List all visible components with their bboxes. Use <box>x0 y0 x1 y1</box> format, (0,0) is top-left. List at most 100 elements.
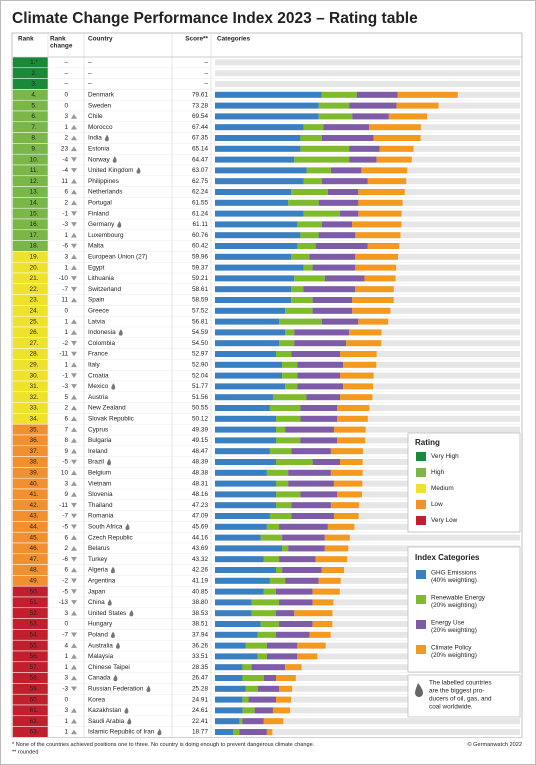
bar-segment <box>215 664 243 671</box>
bar-segment <box>276 480 289 487</box>
rank-change: -3 <box>62 685 68 692</box>
country: – <box>88 59 92 66</box>
bar-track <box>215 81 520 87</box>
rank-change: 2 <box>64 135 68 142</box>
change-arrow <box>71 459 77 465</box>
bar-segment <box>300 437 337 444</box>
rank-change: 1 <box>64 361 68 368</box>
bar-track <box>215 653 520 660</box>
country: Estonia <box>88 145 110 152</box>
bar-segment <box>285 664 302 671</box>
change-arrow <box>71 448 77 454</box>
rank-change: 1 <box>64 653 68 660</box>
bar-segment <box>279 340 295 347</box>
bar-track <box>215 502 520 509</box>
rank: 34. <box>30 415 39 422</box>
bar-segment <box>318 113 353 120</box>
rank: 24. <box>30 307 39 314</box>
country: Bulgaria <box>88 437 112 444</box>
bar-segment <box>288 480 334 487</box>
bar-segment <box>303 210 341 217</box>
bar-segment <box>356 91 398 98</box>
legend-label: (20% weighting) <box>431 627 477 634</box>
legend-swatch <box>416 468 426 477</box>
score: 26.47 <box>192 675 208 682</box>
rank-change: -13 <box>59 599 69 606</box>
change-arrow <box>71 200 77 206</box>
bar-segment <box>388 113 427 120</box>
score: 61.11 <box>192 221 208 228</box>
bar-segment <box>300 491 337 498</box>
rank: 49. <box>30 577 39 584</box>
rank-change: 3 <box>64 113 68 120</box>
bar-segment <box>337 405 370 411</box>
bar-segment <box>318 199 359 206</box>
change-arrow <box>71 329 77 335</box>
rating-legend-box <box>407 432 521 533</box>
change-arrow <box>71 113 77 119</box>
bar-segment <box>242 675 264 681</box>
rank: 61. <box>30 707 39 714</box>
change-arrow <box>71 394 77 400</box>
bar-segment <box>291 513 334 519</box>
rank-change: 6 <box>64 567 68 574</box>
rank-change: -4 <box>62 167 68 174</box>
bar-segment <box>233 729 240 735</box>
score: 38.80 <box>192 599 208 606</box>
bar-segment <box>215 307 286 314</box>
bar-segment <box>215 718 240 725</box>
rank-cell <box>12 67 49 79</box>
bar-segment <box>215 253 292 260</box>
score: 50.55 <box>192 405 208 412</box>
legend-swatch <box>416 516 426 525</box>
country: Cyprus <box>88 426 108 433</box>
country: United Kingdom <box>88 167 133 174</box>
country: Finland <box>88 210 109 217</box>
bar-segment <box>215 599 252 606</box>
legend-title: Index Categories <box>415 553 480 562</box>
bar-segment <box>324 545 349 552</box>
bar-track <box>215 513 520 519</box>
bar-segment <box>276 437 301 444</box>
bar-segment <box>358 189 405 195</box>
bar-segment <box>266 653 298 660</box>
bar-segment <box>215 610 252 617</box>
score: 54.59 <box>192 329 208 336</box>
bar-segment <box>337 491 363 498</box>
bar-segment <box>254 707 273 714</box>
country: India <box>88 135 102 142</box>
score: 51.77 <box>192 383 208 390</box>
bar-segment <box>215 631 258 638</box>
country: Malta <box>88 243 104 250</box>
rank-change: -6 <box>62 556 68 563</box>
bar-segment <box>263 556 280 563</box>
bar-segment <box>215 653 258 660</box>
change-arrow <box>71 567 77 573</box>
rank-change: 3 <box>64 610 68 617</box>
bar-segment <box>306 394 341 401</box>
bar-segment <box>266 523 280 530</box>
legend-label: Renewable Energy <box>431 595 486 602</box>
bar-segment <box>260 534 283 541</box>
bar-segment <box>300 232 319 239</box>
score: 63.07 <box>192 167 208 174</box>
change-arrow <box>71 686 77 692</box>
change-arrow <box>71 545 77 551</box>
bar-track <box>215 545 520 552</box>
bar-segment <box>276 675 296 681</box>
bar-segment <box>300 135 322 141</box>
score: 59.21 <box>192 275 208 282</box>
bar-segment <box>333 480 363 487</box>
bar-segment <box>352 113 389 120</box>
bar-segment <box>321 178 368 185</box>
bar-segment <box>266 642 298 649</box>
bar-segment <box>340 210 359 217</box>
bar-segment <box>257 653 267 660</box>
bar-segment <box>215 156 295 163</box>
bar-segment <box>297 653 318 660</box>
bar-segment <box>215 145 301 152</box>
bar-segment <box>215 329 286 336</box>
bar-segment <box>303 178 322 185</box>
rank-change: 5 <box>64 394 68 401</box>
